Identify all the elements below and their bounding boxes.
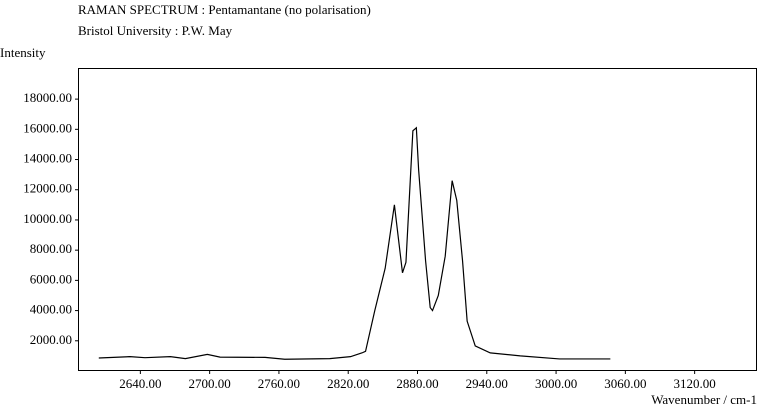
x-tick-label: 3000.00 — [535, 376, 577, 391]
y-tick-label: 10000.00 — [23, 211, 72, 226]
x-tick-label: 2700.00 — [189, 376, 231, 391]
y-tick-label: 2000.00 — [30, 332, 72, 347]
chart-subtitle: Bristol University : P.W. May — [78, 23, 233, 38]
x-tick-label: 2640.00 — [119, 376, 161, 391]
x-tick-label: 2760.00 — [258, 376, 300, 391]
y-tick-label: 16000.00 — [23, 120, 72, 135]
x-axis-label: Wavenumber / cm-1 — [651, 392, 757, 407]
x-tick-label: 2880.00 — [396, 376, 438, 391]
y-tick-label: 14000.00 — [23, 151, 72, 166]
y-axis-label: Intensity — [0, 45, 46, 60]
x-tick-label: 2820.00 — [327, 376, 369, 391]
spectrum-line — [98, 126, 611, 360]
y-tick-label: 6000.00 — [30, 271, 72, 286]
x-tick-label: 3120.00 — [674, 376, 716, 391]
y-tick-label: 4000.00 — [30, 302, 72, 317]
y-tick-label: 18000.00 — [23, 90, 72, 105]
plot-frame — [78, 68, 757, 371]
y-tick-label: 8000.00 — [30, 241, 72, 256]
chart-title: RAMAN SPECTRUM : Pentamantane (no polari… — [78, 2, 371, 17]
y-tick-label: 12000.00 — [23, 181, 72, 196]
x-tick-label: 2940.00 — [466, 376, 508, 391]
x-tick-label: 3060.00 — [604, 376, 646, 391]
